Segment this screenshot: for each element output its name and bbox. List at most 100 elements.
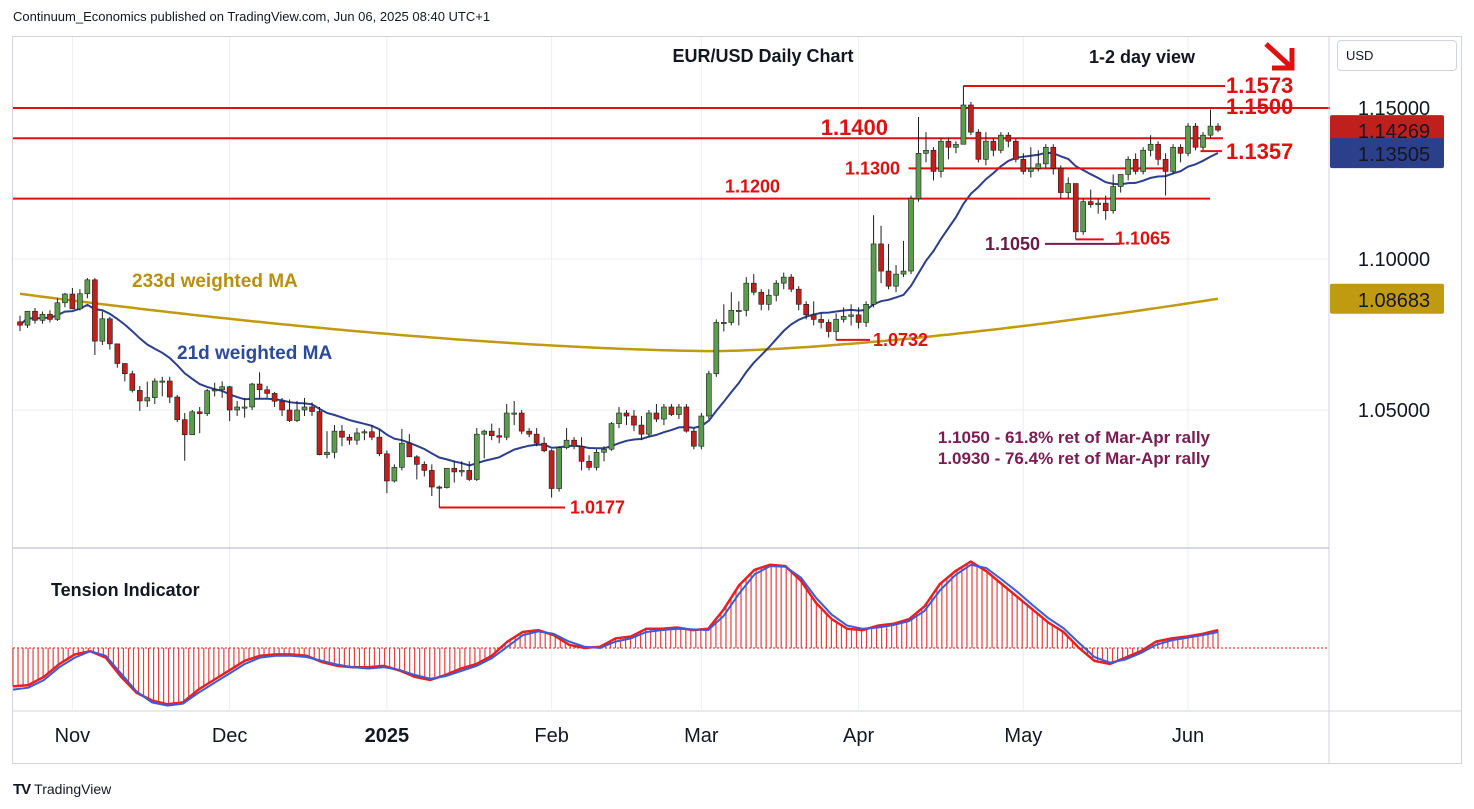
candle-body	[17, 321, 23, 326]
candle-body	[473, 433, 480, 480]
candle-body	[1065, 183, 1072, 193]
x-tick-label: Nov	[55, 725, 91, 747]
candle-body	[556, 447, 562, 489]
candle-body	[661, 406, 667, 420]
candle-body	[623, 412, 630, 417]
candle-body	[833, 319, 839, 332]
candle-body	[129, 373, 136, 391]
candle-body	[511, 412, 517, 415]
candle-body	[429, 470, 435, 488]
candle-body	[601, 448, 607, 453]
candle-body	[908, 198, 914, 272]
candle-body	[968, 104, 974, 133]
ma233-label: 233d weighted MA	[132, 271, 298, 292]
candle-body	[458, 470, 465, 473]
candle-body	[219, 386, 225, 391]
candle-body	[1080, 201, 1087, 233]
y-tick-label: 1.15000	[1358, 98, 1430, 120]
candle-body	[818, 319, 824, 323]
candle-body	[331, 430, 338, 453]
candle-body	[1200, 134, 1206, 148]
x-tick-label: Mar	[684, 725, 719, 747]
candle-body	[24, 310, 31, 326]
y-tick-label: 1.10000	[1358, 249, 1430, 271]
candle-body	[151, 380, 158, 398]
candle-body	[750, 282, 757, 293]
candles	[17, 85, 1221, 508]
candle-body	[1147, 143, 1154, 151]
candle-body	[316, 411, 323, 455]
candle-body	[953, 143, 959, 148]
level-label-1.0732: 1.0732	[873, 330, 928, 350]
candle-body	[728, 310, 735, 323]
tension-indicator	[12, 560, 1329, 707]
candle-body	[264, 389, 270, 394]
candle-body	[743, 282, 750, 311]
candle-body	[391, 467, 398, 482]
price-badge-label: 1.14269	[1358, 121, 1430, 143]
candle-body	[376, 436, 383, 455]
candle-body	[578, 445, 585, 462]
candle-body	[1110, 186, 1116, 211]
x-tick-label: May	[1004, 725, 1042, 747]
candle-body	[795, 288, 802, 305]
candle-body	[810, 314, 817, 320]
candle-body	[653, 412, 660, 420]
candle-body	[803, 303, 809, 316]
candle-body	[1050, 146, 1057, 169]
candle-body	[166, 380, 173, 398]
candle-body	[189, 411, 196, 436]
candle-body	[1125, 159, 1131, 175]
candle-body	[361, 431, 368, 434]
candle-body	[384, 453, 390, 482]
currency-button[interactable]: USD	[1337, 40, 1457, 71]
candle-body	[204, 390, 210, 414]
indicator-title: Tension Indicator	[51, 580, 200, 600]
candle-body	[676, 406, 682, 415]
candle-body	[938, 140, 944, 172]
candle-body	[586, 461, 592, 468]
candle-body	[1005, 134, 1012, 142]
candle-body	[571, 439, 577, 447]
candle-body	[32, 310, 38, 321]
ma233-line	[19, 292, 1219, 353]
level-label-1.1200: 1.1200	[725, 177, 780, 197]
x-tick-label: Apr	[843, 725, 874, 747]
candle-body	[1035, 163, 1042, 169]
candle-body	[84, 279, 91, 295]
chart-frame	[12, 36, 1462, 764]
candle-body	[923, 149, 929, 154]
publisher-header: Continuum_Economics published on Trading…	[13, 9, 491, 24]
candle-body	[1215, 125, 1221, 131]
candle-body	[683, 406, 690, 432]
level-label-1.1500: 1.1500	[1226, 94, 1293, 119]
candle-body	[1087, 201, 1094, 205]
candle-body	[1020, 159, 1027, 172]
candle-body	[271, 393, 278, 402]
candle-body	[1177, 146, 1184, 154]
footer: TV TradingView	[13, 778, 111, 800]
candle-body	[706, 373, 712, 417]
candle-body	[825, 322, 832, 332]
candle-body	[443, 467, 450, 488]
candle-body	[631, 415, 637, 426]
candle-body	[848, 314, 854, 317]
candle-body	[893, 273, 899, 287]
level-label-1.1400: 1.1400	[821, 115, 888, 140]
indicator-slow-line	[12, 563, 1219, 707]
candle-body	[309, 406, 315, 412]
candle-body	[616, 412, 622, 424]
candle-body	[1095, 202, 1101, 205]
candle-body	[788, 276, 795, 290]
candle-body	[593, 451, 600, 468]
candle-body	[503, 412, 510, 438]
down-arrow-icon	[1264, 42, 1295, 71]
candle-body	[960, 104, 967, 145]
candle-body	[533, 433, 540, 444]
footer-brand: TradingView	[34, 781, 112, 797]
candle-body	[324, 451, 330, 455]
candle-body	[721, 322, 727, 324]
candle-body	[870, 243, 877, 305]
candle-body	[885, 270, 892, 287]
